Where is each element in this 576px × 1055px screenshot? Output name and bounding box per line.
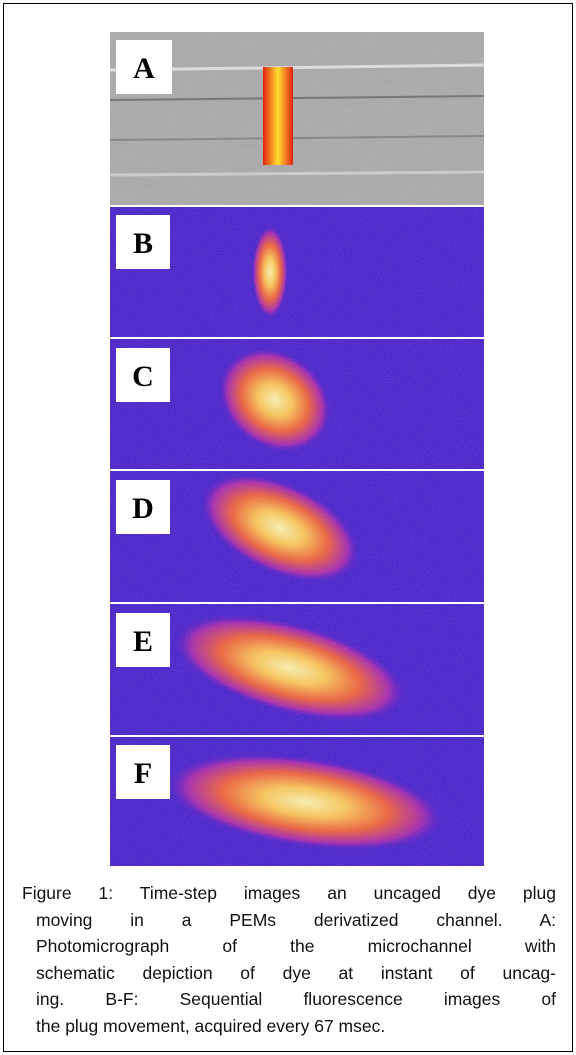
label-box: [116, 348, 170, 402]
figure-frame: [3, 3, 573, 1052]
panel-label: E: [133, 625, 153, 658]
panel-c-image: [110, 339, 484, 469]
label-box: [116, 613, 170, 667]
panel-a-image: [109, 32, 485, 205]
caption-line: moving in a PEMs derivatized channel. A:: [36, 909, 556, 930]
caption-line: the plug movement, acquired every 67 mse…: [36, 1015, 386, 1036]
caption-line: Photomicrograph of the microchannel with: [36, 936, 556, 956]
panel-label: B: [133, 227, 153, 260]
label-box: [116, 215, 170, 269]
label-box: [116, 745, 170, 799]
label-box: [116, 480, 170, 534]
caption: Figure 1: Time-step images an uncaged dy…: [22, 880, 556, 1039]
panel-b-image: [110, 207, 484, 337]
panel-e-image: [110, 604, 484, 735]
panel-d-image: [110, 471, 484, 602]
caption-line: ing. B-F: Sequential fluorescence images…: [36, 989, 556, 1009]
caption-line: schematic depiction of dye at instant of…: [36, 962, 556, 983]
panel-label: A: [133, 52, 155, 85]
panel-label: F: [134, 757, 152, 790]
label-box: [116, 40, 172, 94]
panel-label: C: [132, 360, 154, 393]
panel-f-image: [110, 737, 484, 866]
caption-line: Figure 1: Time-step images an uncaged dy…: [22, 883, 556, 903]
panel-label: D: [132, 492, 154, 525]
